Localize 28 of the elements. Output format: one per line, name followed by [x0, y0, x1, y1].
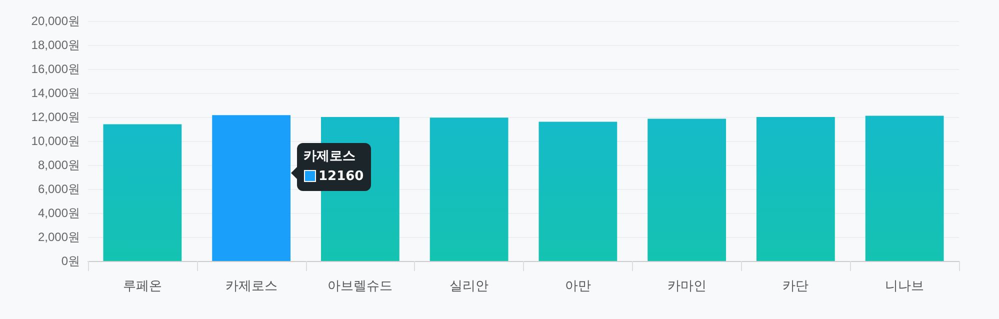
- x-tick-label: 니나브: [885, 278, 924, 293]
- y-tick-label: 10,000원: [31, 134, 80, 148]
- y-tick-label: 14,000원: [31, 86, 80, 100]
- x-tick-label: 루페온: [122, 278, 162, 293]
- x-tick-label: 실리안: [450, 278, 489, 293]
- y-tick-label: 4,000원: [38, 206, 80, 220]
- bar: [648, 118, 726, 261]
- y-tick-label: 12,000원: [31, 110, 80, 124]
- annotation: 카제로스: [304, 148, 356, 166]
- y-tick-label: 0원: [61, 254, 80, 268]
- x-tick-label: 카마인: [667, 278, 706, 293]
- y-tick-label: 20,000원: [31, 14, 80, 28]
- bar: [538, 122, 618, 261]
- bar: [212, 115, 291, 261]
- x-tick-label: 카제로스: [225, 278, 278, 293]
- bar: [103, 124, 182, 261]
- bar: [756, 117, 835, 261]
- y-tick-label: 2,000원: [38, 230, 80, 244]
- x-tick-label: 카단: [782, 278, 809, 293]
- x-tick-label: 아만: [564, 278, 591, 293]
- y-tick-label: 18,000원: [31, 38, 80, 52]
- bar: [430, 118, 508, 261]
- y-tick-label: 6,000원: [38, 182, 80, 196]
- y-tick-label: 8,000원: [38, 158, 80, 172]
- x-tick-label: 아브렐슈드: [328, 278, 393, 293]
- annotation: 12160: [318, 168, 364, 186]
- y-tick-label: 16,000원: [31, 62, 80, 76]
- bar: [865, 116, 944, 261]
